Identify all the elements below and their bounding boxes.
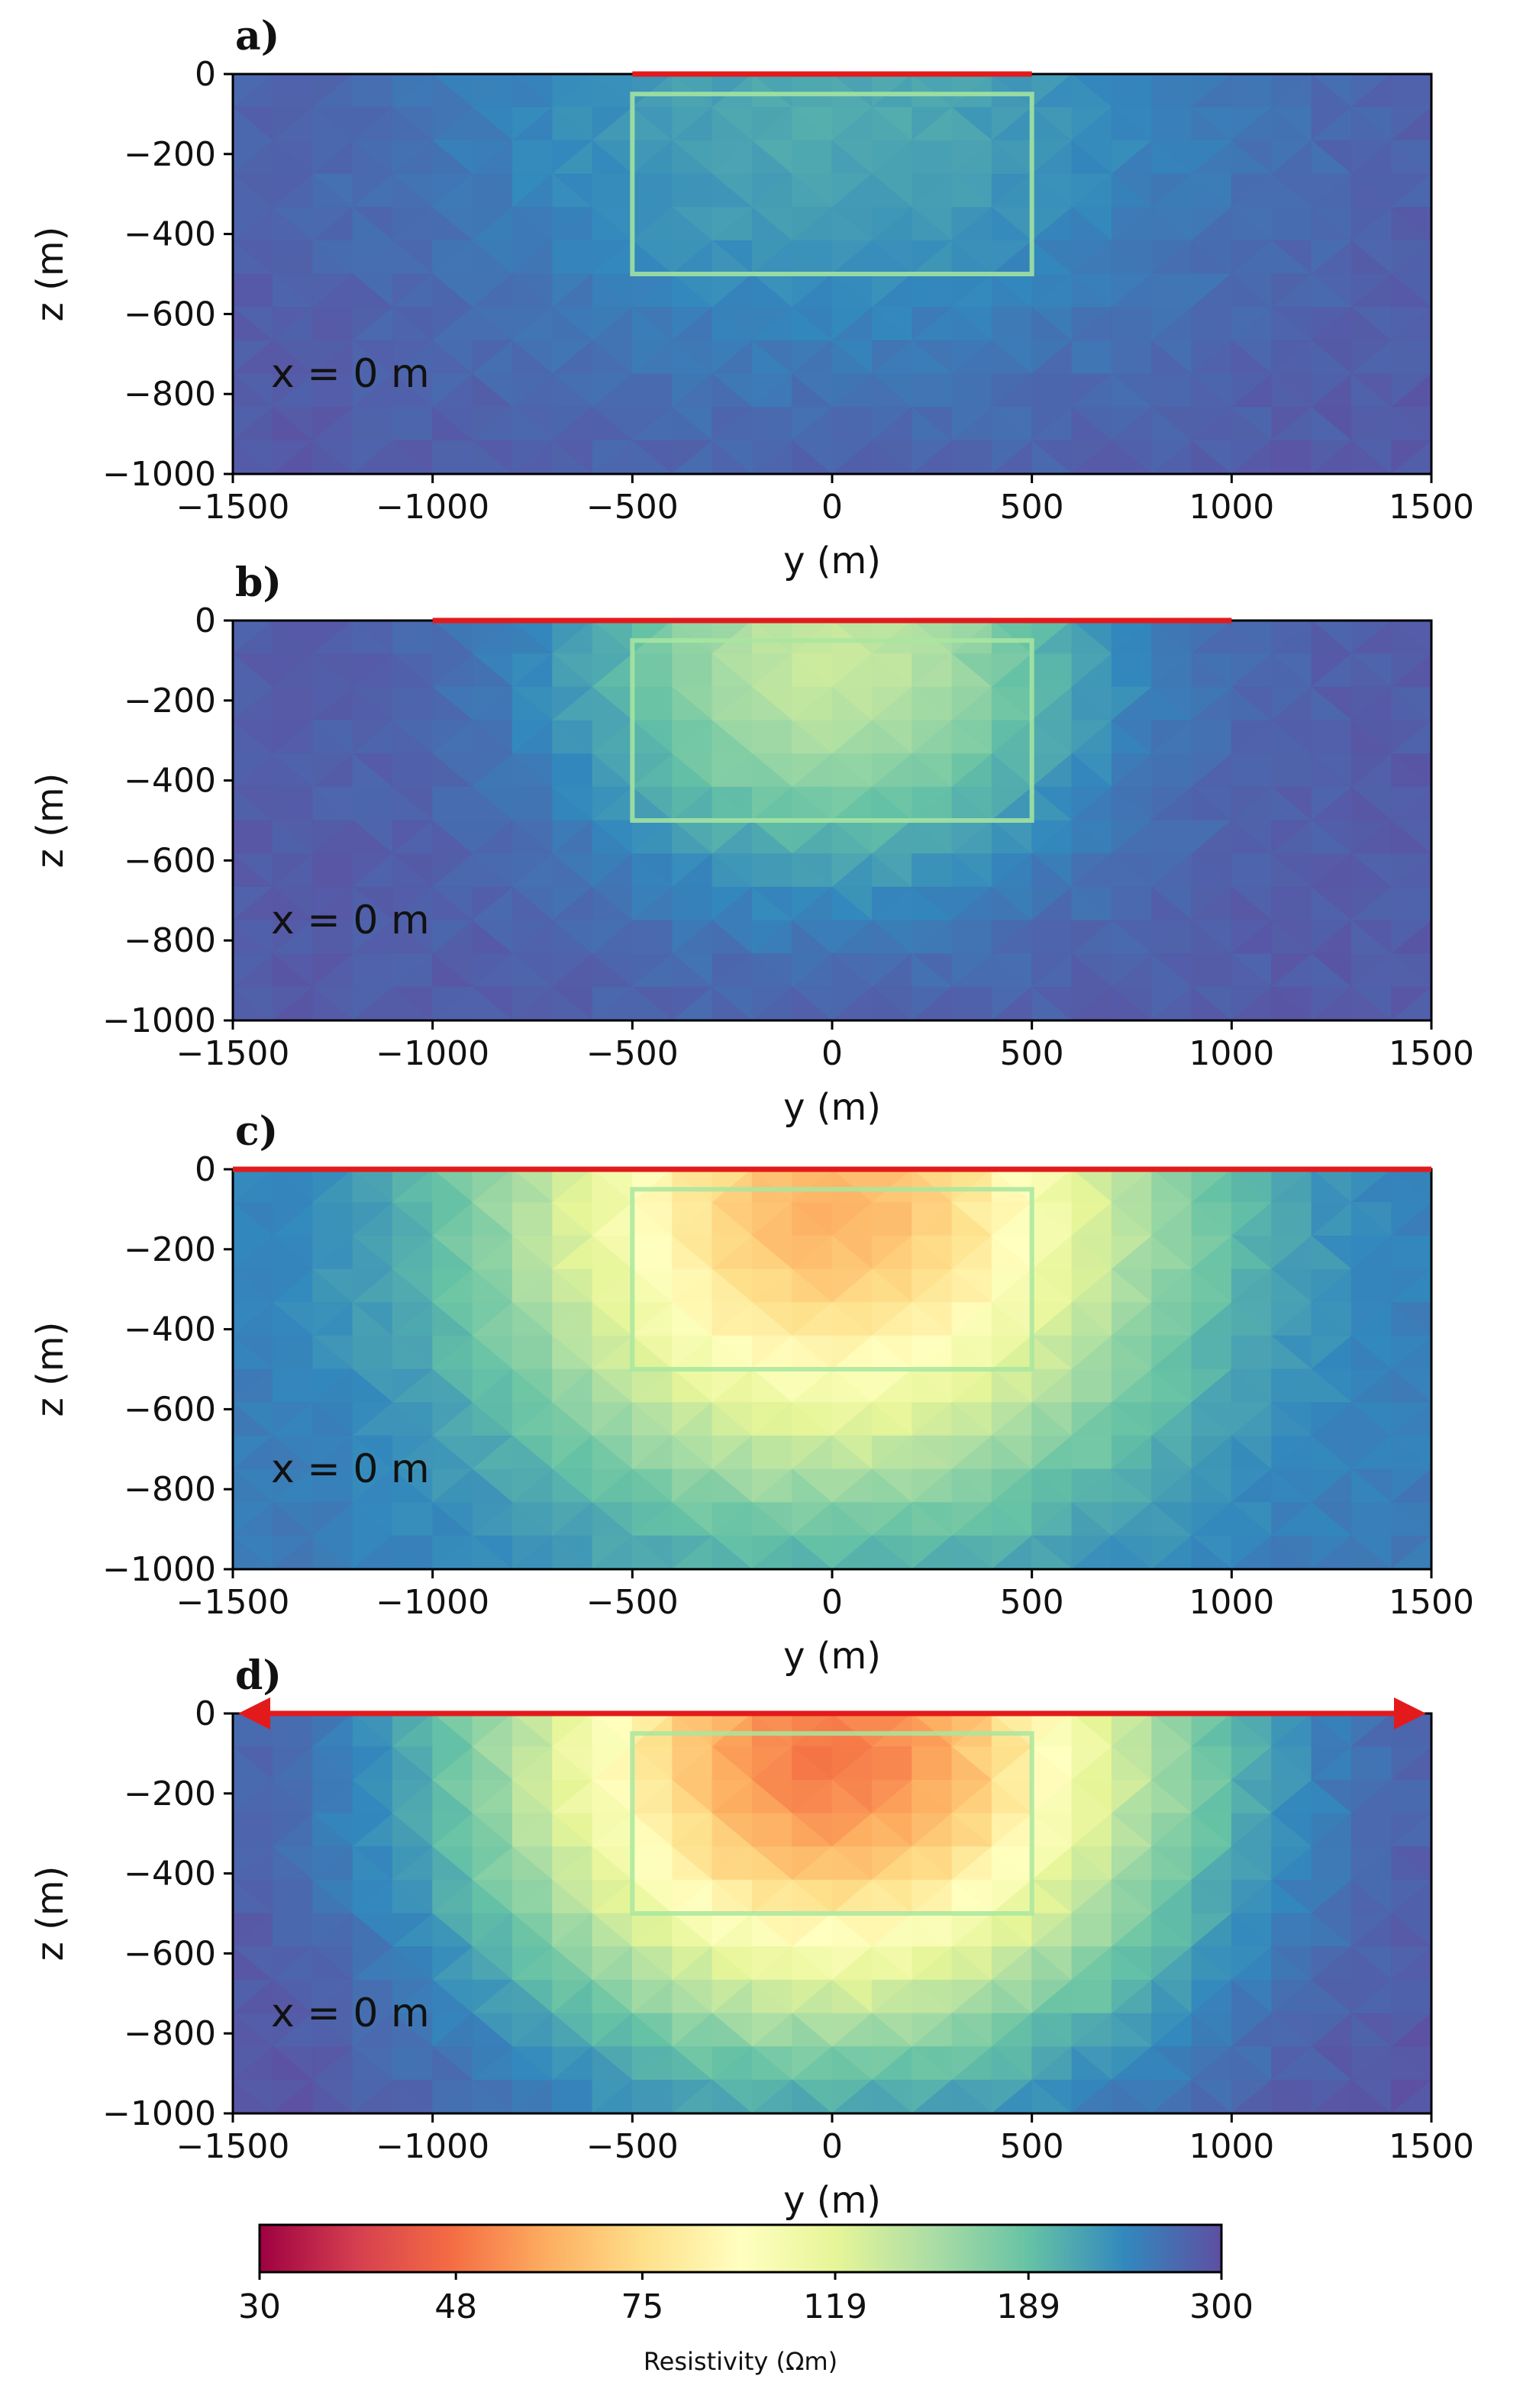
y-tick-label: −1000 bbox=[102, 455, 216, 494]
y-tick-label: −1000 bbox=[102, 2094, 216, 2133]
heatmap-cells bbox=[231, 73, 1433, 475]
x-tick-label: −1000 bbox=[376, 1034, 489, 1073]
y-tick-label: −600 bbox=[124, 841, 216, 880]
panel-a: −1500 −1000 −500 0 500 1000 15000−200−400−600−… bbox=[29, 13, 1474, 582]
position-annotation: x = 0 m bbox=[271, 351, 430, 397]
x-tick-label: 500 bbox=[1000, 2127, 1064, 2166]
x-tick-label: −1000 bbox=[376, 488, 489, 527]
x-tick-label: −500 bbox=[586, 1583, 679, 1622]
x-tick-label: 1500 bbox=[1389, 1583, 1474, 1622]
x-tick-label: 500 bbox=[1000, 1034, 1064, 1073]
y-tick-label: −200 bbox=[124, 135, 216, 174]
x-tick-label: −500 bbox=[586, 1034, 679, 1073]
colorbar-bar bbox=[258, 2223, 1223, 2274]
heatmap-cells bbox=[231, 1713, 1433, 2114]
y-tick-label: 0 bbox=[195, 55, 216, 94]
target-outline-box bbox=[630, 92, 1034, 276]
y-tick-label: −800 bbox=[124, 921, 216, 960]
colorbar-tick-label: 189 bbox=[996, 2287, 1060, 2326]
x-tick-label: 1000 bbox=[1189, 2127, 1274, 2166]
y-axis-title: z (m) bbox=[29, 1866, 72, 1962]
x-tick-label: 0 bbox=[821, 2127, 843, 2166]
target-outline-box bbox=[630, 1187, 1034, 1372]
y-tick-label: 0 bbox=[195, 1150, 216, 1189]
y-tick-label: 0 bbox=[195, 1694, 216, 1733]
y-tick-label: −600 bbox=[124, 1934, 216, 1973]
y-tick-label: −200 bbox=[124, 1775, 216, 1813]
x-axis-title: y (m) bbox=[783, 540, 881, 582]
x-tick-label: 1000 bbox=[1189, 1034, 1274, 1073]
y-axis-title: z (m) bbox=[29, 773, 72, 869]
x-tick-label: 1500 bbox=[1389, 488, 1474, 527]
position-annotation: x = 0 m bbox=[271, 1446, 430, 1492]
colorbar-tick-label: 75 bbox=[621, 2287, 663, 2326]
y-tick-label: −800 bbox=[124, 375, 216, 414]
x-tick-label: −1500 bbox=[176, 2127, 290, 2166]
y-axis-title: z (m) bbox=[29, 1322, 72, 1417]
heatmap-cells bbox=[231, 620, 1433, 1021]
panel-c: −1500 −1000 −500 0 500 1000 15000−200−400−600−… bbox=[29, 1108, 1474, 1678]
x-tick-label: 1000 bbox=[1189, 488, 1274, 527]
x-tick-label: −1500 bbox=[176, 1583, 290, 1622]
x-tick-label: 0 bbox=[821, 488, 843, 527]
y-tick-label: −800 bbox=[124, 1470, 216, 1509]
x-tick-label: −500 bbox=[586, 2127, 679, 2166]
x-tick-label: 1500 bbox=[1389, 1034, 1474, 1073]
y-tick-label: −600 bbox=[124, 1390, 216, 1429]
colorbar: 30 48 75 119 189 300 Resistivity (Ωm) bbox=[238, 2223, 1254, 2376]
colorbar-tick-label: 300 bbox=[1189, 2287, 1254, 2326]
panels-group: −1500 −1000 −500 0 500 1000 15000−200−400−600−… bbox=[29, 13, 1474, 2222]
colorbar-tick-label: 48 bbox=[434, 2287, 477, 2326]
x-tick-label: −1000 bbox=[376, 2127, 489, 2166]
colorbar-tick-label: 119 bbox=[803, 2287, 867, 2326]
x-tick-label: 500 bbox=[1000, 1583, 1064, 1622]
y-tick-label: −600 bbox=[124, 295, 216, 334]
position-annotation: x = 0 m bbox=[271, 1991, 430, 2036]
x-tick-label: −1000 bbox=[376, 1583, 489, 1622]
x-tick-label: 1000 bbox=[1189, 1583, 1274, 1622]
y-tick-label: −200 bbox=[124, 682, 216, 720]
x-tick-label: −500 bbox=[586, 488, 679, 527]
x-tick-label: 1500 bbox=[1389, 2127, 1474, 2166]
position-annotation: x = 0 m bbox=[271, 898, 430, 943]
target-outline-box bbox=[630, 638, 1034, 824]
colorbar-ticks: 30 48 75 119 189 300 bbox=[238, 2272, 1254, 2326]
y-tick-label: −400 bbox=[124, 1310, 216, 1349]
y-tick-label: −1000 bbox=[102, 1550, 216, 1589]
y-tick-label: −200 bbox=[124, 1230, 216, 1269]
y-tick-label: −400 bbox=[124, 762, 216, 801]
x-tick-label: −1500 bbox=[176, 488, 290, 527]
x-axis-title: y (m) bbox=[783, 2179, 881, 2222]
panel-label: c) bbox=[235, 1108, 278, 1155]
x-axis-title: y (m) bbox=[783, 1086, 881, 1129]
x-tick-label: 0 bbox=[821, 1583, 843, 1622]
x-tick-label: 0 bbox=[821, 1034, 843, 1073]
y-axis-title: z (m) bbox=[29, 227, 72, 322]
y-tick-label: −400 bbox=[124, 1855, 216, 1894]
panel-label: d) bbox=[235, 1652, 282, 1699]
colorbar-label: Resistivity (Ωm) bbox=[644, 2347, 837, 2376]
target-outline-box bbox=[630, 1731, 1034, 1916]
colorbar-tick-label: 30 bbox=[238, 2287, 281, 2326]
heatmap-cells bbox=[231, 1169, 1433, 1570]
y-tick-label: 0 bbox=[195, 601, 216, 640]
x-axis-title: y (m) bbox=[783, 1635, 881, 1678]
x-tick-label: −1500 bbox=[176, 1034, 290, 1073]
panel-d: −1500 −1000 −500 0 500 1000 15000−200−400−600−… bbox=[29, 1652, 1474, 2222]
y-tick-label: −400 bbox=[124, 215, 216, 254]
panel-b: −1500 −1000 −500 0 500 1000 15000−200−400−600−… bbox=[29, 559, 1474, 1129]
panel-label: b) bbox=[235, 559, 282, 606]
panel-label: a) bbox=[235, 13, 279, 60]
y-tick-label: −1000 bbox=[102, 1001, 216, 1040]
x-tick-label: 500 bbox=[1000, 488, 1064, 527]
y-tick-label: −800 bbox=[124, 2014, 216, 2053]
